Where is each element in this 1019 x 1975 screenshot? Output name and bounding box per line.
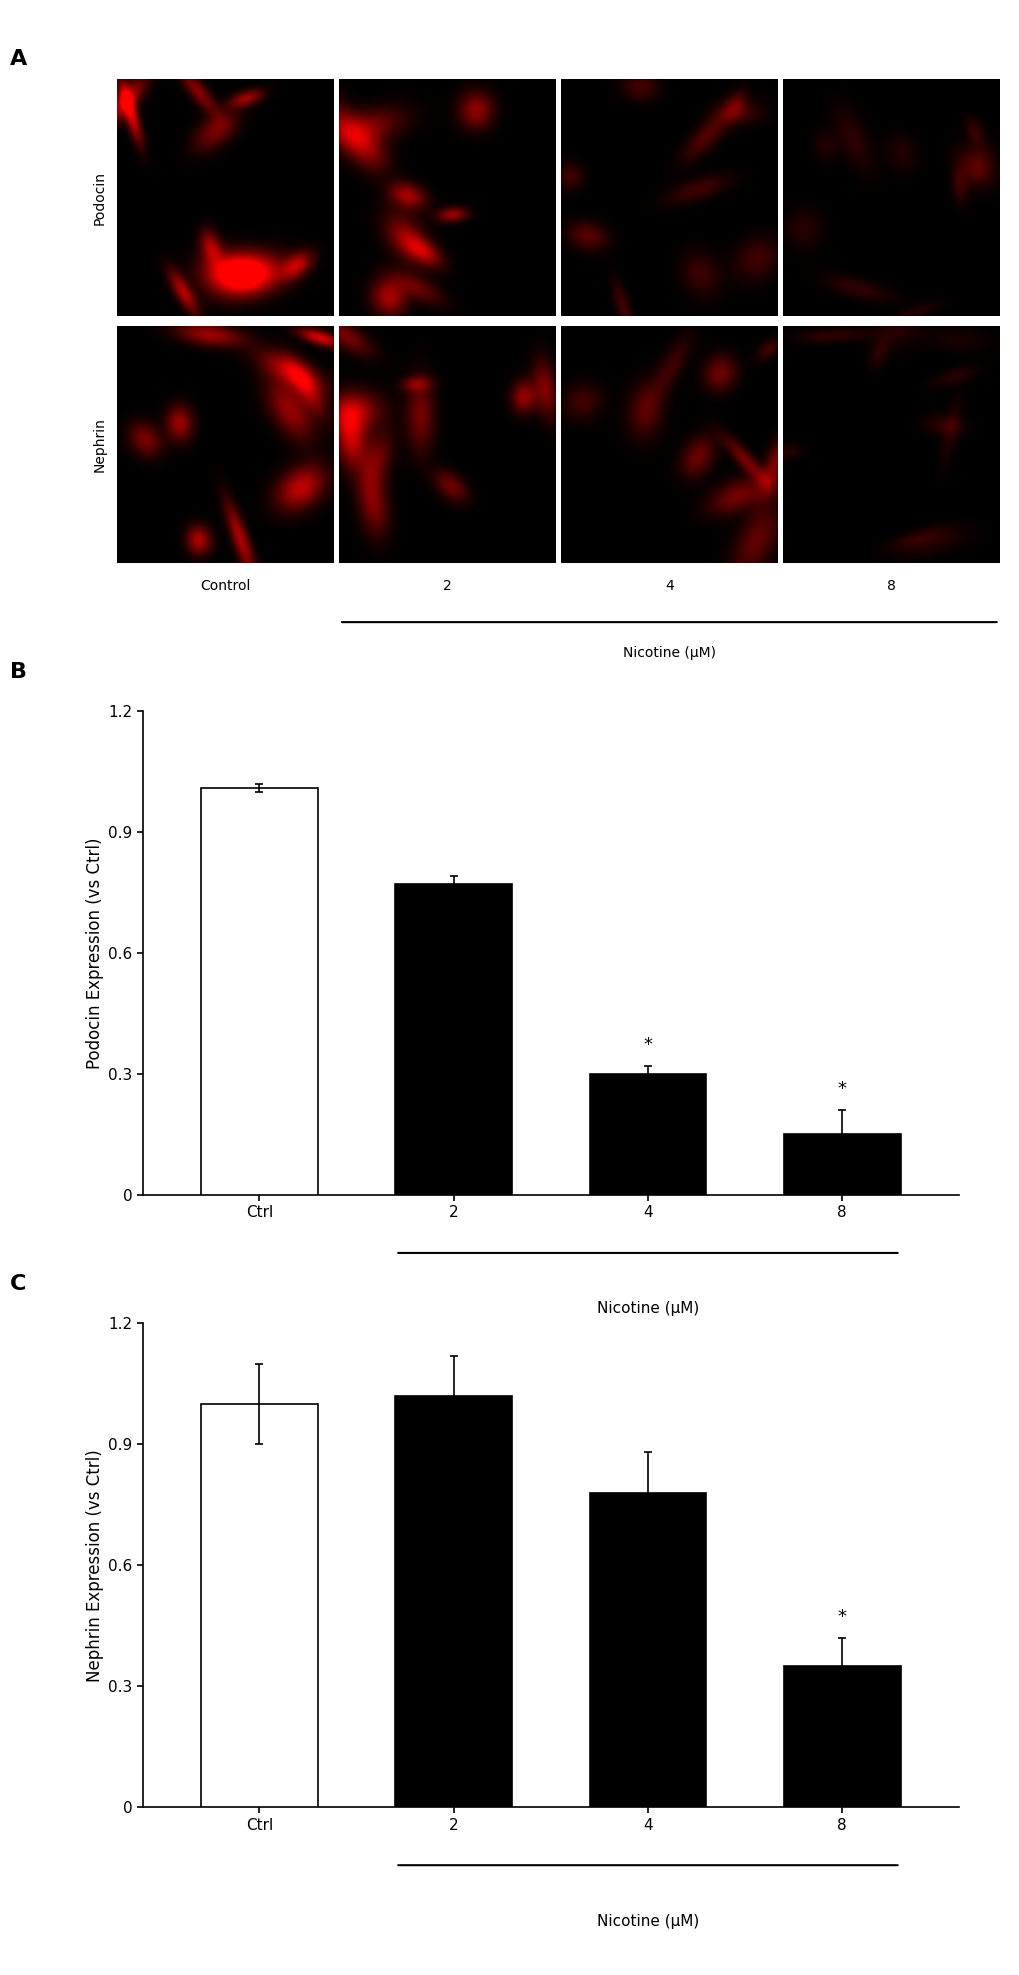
Y-axis label: Podocin Expression (vs Ctrl): Podocin Expression (vs Ctrl) bbox=[86, 837, 104, 1068]
Bar bbox=[201, 788, 317, 1195]
Text: Nicotine (μM): Nicotine (μM) bbox=[623, 646, 715, 660]
Text: A: A bbox=[10, 49, 28, 69]
Bar bbox=[201, 1404, 317, 1807]
Text: B: B bbox=[10, 662, 28, 681]
Text: C: C bbox=[10, 1274, 26, 1294]
Text: 2: 2 bbox=[442, 579, 451, 592]
Y-axis label: Nephrin Expression (vs Ctrl): Nephrin Expression (vs Ctrl) bbox=[86, 1450, 104, 1681]
Bar bbox=[784, 1667, 900, 1807]
Bar bbox=[589, 1493, 705, 1807]
Text: *: * bbox=[837, 1080, 846, 1098]
Text: *: * bbox=[837, 1608, 846, 1625]
Text: Nicotine (μM): Nicotine (μM) bbox=[596, 1302, 698, 1315]
Text: *: * bbox=[643, 1035, 652, 1055]
Text: 4: 4 bbox=[664, 579, 674, 592]
Text: Control: Control bbox=[201, 579, 251, 592]
Text: Podocin: Podocin bbox=[93, 170, 107, 225]
Bar bbox=[395, 1396, 512, 1807]
Text: Nephrin: Nephrin bbox=[93, 417, 107, 472]
Text: 8: 8 bbox=[886, 579, 895, 592]
Text: Nicotine (μM): Nicotine (μM) bbox=[596, 1914, 698, 1928]
Bar bbox=[589, 1074, 705, 1195]
Bar bbox=[395, 885, 512, 1195]
Bar bbox=[784, 1134, 900, 1195]
